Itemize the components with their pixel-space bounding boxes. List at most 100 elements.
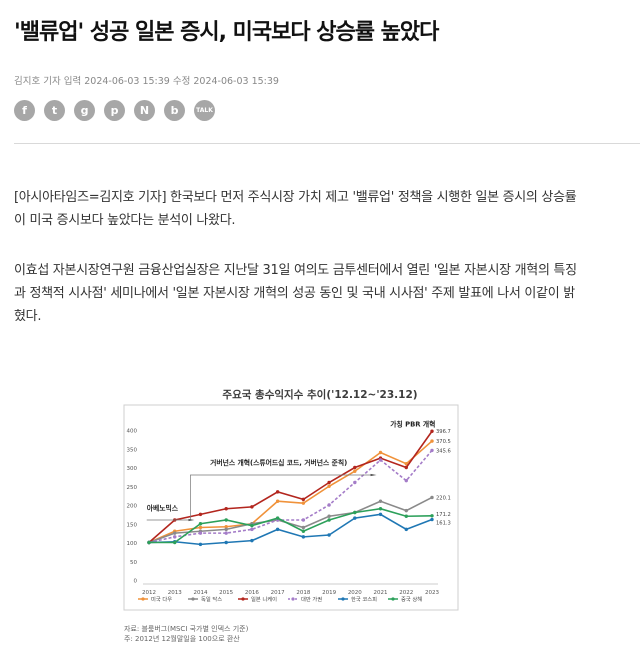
end-value-label: 370.5	[436, 439, 451, 445]
x-tick-label: 2023	[425, 590, 439, 596]
data-point	[430, 429, 434, 433]
data-point	[327, 503, 331, 507]
paragraph-line: 혔다.	[14, 309, 42, 324]
legend-marker	[191, 597, 195, 601]
x-tick-label: 2019	[322, 590, 336, 596]
data-point	[327, 484, 331, 488]
data-point	[224, 540, 228, 545]
series-line-4	[148, 513, 433, 546]
data-point	[224, 525, 228, 529]
data-point	[353, 480, 357, 485]
x-tick-label: 2022	[399, 590, 413, 596]
data-point	[301, 529, 306, 533]
data-point	[301, 525, 306, 530]
data-point	[378, 458, 383, 462]
kakaostory-icon[interactable]: g	[74, 100, 95, 121]
legend-marker	[341, 597, 345, 601]
chart-source: 자료: 블룸버그(MSCI 국가별 인덱스 기준)	[124, 625, 249, 633]
annotation-arrow	[370, 473, 377, 477]
chart-note: 주: 2012년 12월말일을 100으로 환산	[124, 635, 240, 643]
data-point	[250, 523, 254, 528]
x-tick-label: 2015	[219, 590, 233, 596]
paragraph-line: [아시아타임즈=김지호 기자] 한국보다 먼저 주식시장 가치 제고 '밸류업'…	[14, 190, 577, 205]
end-value-label: 171.2	[436, 512, 451, 518]
data-point	[301, 518, 306, 522]
y-tick-label: 400	[127, 429, 138, 435]
data-point	[404, 465, 408, 470]
data-point	[250, 505, 254, 509]
data-point	[327, 480, 331, 485]
paragraph-line: 과 정책적 시사점' 세미나에서 '일본 자본시장 개혁의 성공 동인 및 국내…	[14, 286, 575, 301]
data-point	[327, 533, 331, 537]
pinterest-icon[interactable]: p	[104, 100, 125, 121]
data-point	[198, 525, 203, 530]
legend-label: 독일 닥스	[201, 595, 222, 603]
data-point	[430, 448, 434, 453]
end-value-label: 345.6	[436, 448, 451, 454]
series-line-3	[148, 449, 433, 544]
y-tick-label: 300	[127, 466, 138, 472]
data-point	[250, 538, 254, 543]
data-point	[430, 439, 434, 443]
data-point	[378, 512, 383, 517]
line-chart: 0 50 100 150 200 250 300 350 400 2012 2013 2014 2015…	[123, 404, 459, 611]
data-point	[173, 531, 177, 535]
end-value-label: 220.1	[436, 495, 451, 501]
end-value-label: 161.3	[436, 521, 451, 527]
x-tick-label: 2014	[193, 590, 207, 596]
data-point	[430, 495, 434, 500]
data-point	[353, 465, 357, 470]
x-tick-label: 2016	[245, 590, 259, 596]
naver-icon[interactable]: N	[134, 100, 155, 121]
data-point	[224, 518, 228, 522]
data-point	[327, 518, 331, 522]
chart-title: 주요국 총수익지수 추이('12.12~'23.12)	[222, 389, 418, 401]
x-tick-label: 2012	[142, 590, 156, 596]
data-point	[275, 499, 280, 503]
data-point	[224, 527, 228, 532]
article-byline: 김지호 기자 입력 2024-06-03 15:39 수정 2024-06-03…	[14, 76, 279, 87]
data-point	[404, 478, 408, 483]
data-point	[353, 516, 357, 520]
data-point	[404, 462, 408, 466]
annotation-pbr: 가칭 PBR 개혁	[390, 419, 435, 428]
band-icon[interactable]: b	[164, 100, 185, 121]
legend-marker	[391, 597, 395, 601]
twitter-icon[interactable]: t	[44, 100, 65, 121]
x-tick-label: 2013	[168, 590, 182, 596]
kakaotalk-icon[interactable]: TALK	[194, 100, 215, 121]
y-tick-label: 100	[127, 541, 138, 547]
y-tick-label: 0	[134, 579, 138, 585]
series-line-5	[149, 507, 433, 544]
data-point	[173, 535, 177, 539]
x-tick-label: 2017	[271, 590, 285, 596]
data-point	[275, 516, 280, 520]
annotation-arrow	[188, 518, 195, 522]
article-title: '밸류업' 성공 일본 증시, 미국보다 상승률 높았다	[14, 20, 439, 45]
data-point	[275, 527, 280, 532]
data-point	[198, 512, 203, 517]
legend-marker	[241, 597, 245, 601]
data-point	[198, 522, 203, 526]
data-point	[301, 535, 306, 539]
paragraph-line: 이효섭 자본시장연구원 금융산업실장은 지난달 31일 여의도 금투센터에서 열…	[14, 263, 577, 278]
series-line-1	[148, 496, 433, 544]
series-line-0	[148, 440, 433, 544]
legend-label: 대만 가권	[301, 595, 322, 603]
data-point	[378, 499, 383, 503]
data-point	[301, 501, 306, 505]
facebook-icon[interactable]: f	[14, 100, 35, 121]
legend-label: 일본 니케이	[251, 595, 277, 603]
y-tick-label: 250	[127, 485, 138, 491]
x-tick-label: 2020	[348, 590, 362, 596]
annotation-abenomics: 아베노믹스	[147, 504, 179, 513]
data-point	[147, 540, 151, 545]
annotation-bracket	[190, 474, 373, 516]
data-point	[353, 510, 357, 515]
data-point	[198, 531, 203, 535]
x-tick-label: 2021	[374, 590, 388, 596]
data-point	[404, 508, 408, 513]
chart-frame	[123, 404, 459, 611]
legend-label: 중국 상해	[401, 595, 422, 603]
chart-figure: 주요국 총수익지수 추이('12.12~'23.12) 0 50 100 150 200…	[0, 380, 640, 648]
